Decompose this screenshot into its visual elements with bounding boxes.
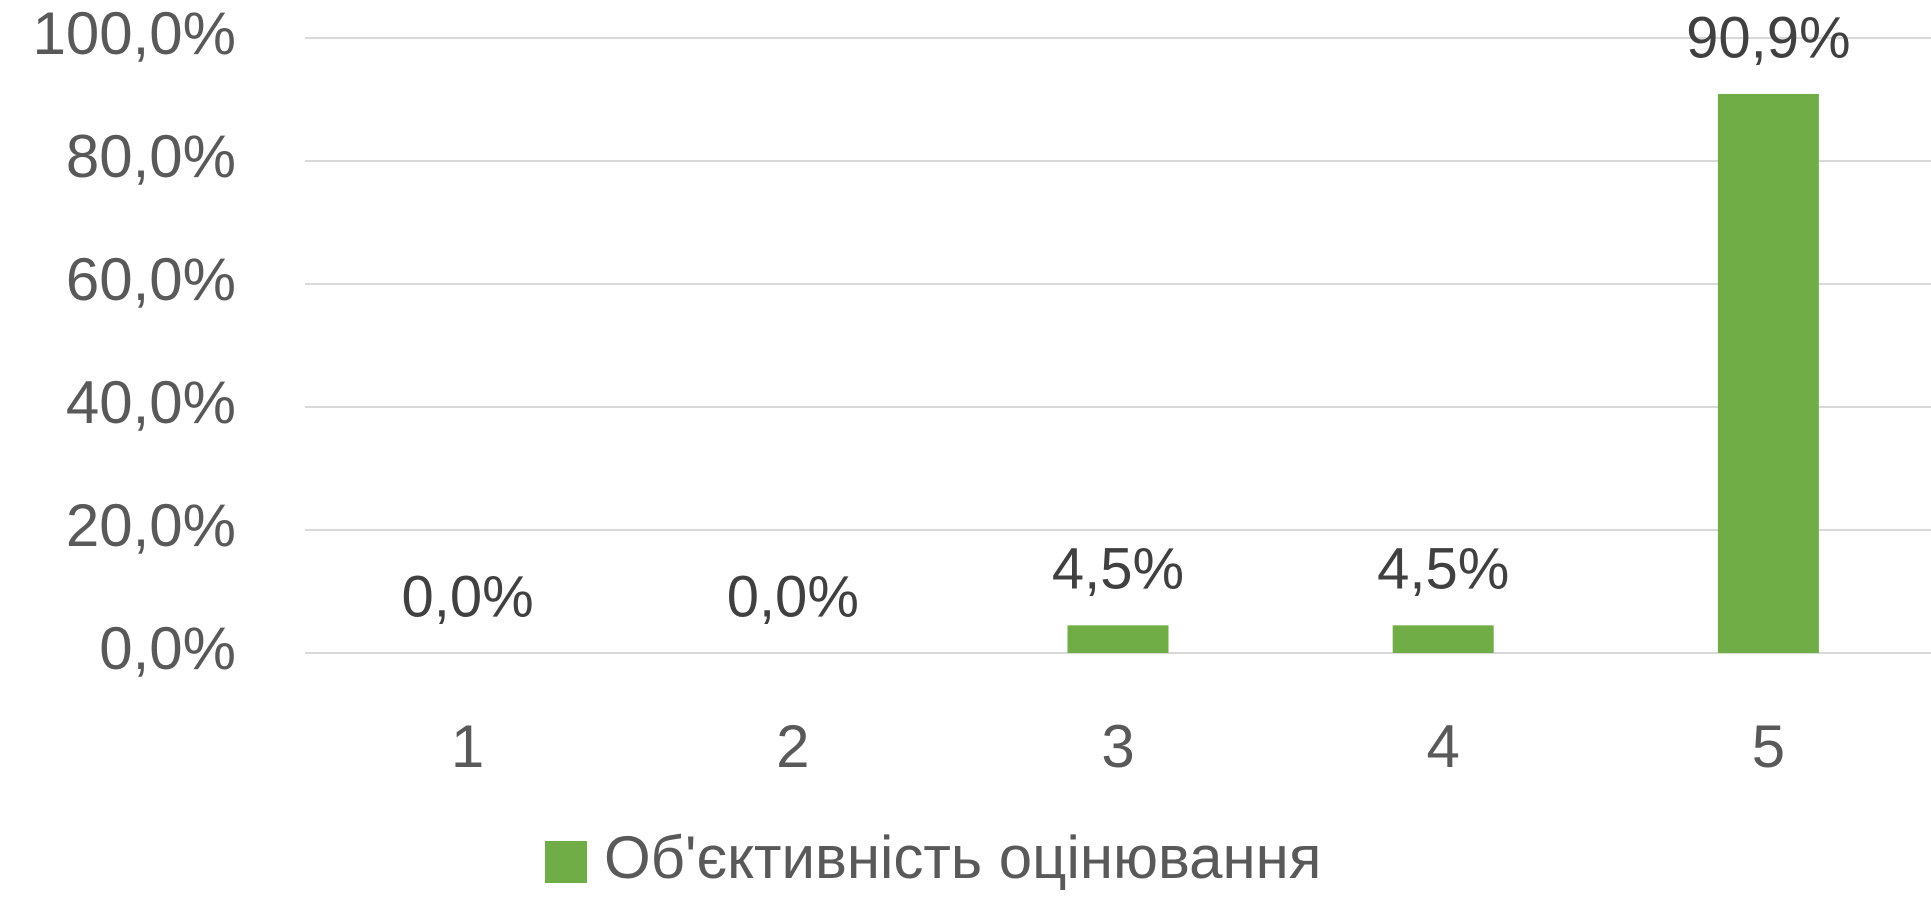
data-label: 4,5% [1052,537,1184,602]
legend-swatch [545,841,587,883]
y-tick-label: 20,0% [66,492,236,559]
data-label: 0,0% [727,564,859,629]
x-tick-label: 5 [1752,713,1785,780]
x-tick-label: 1 [451,713,484,780]
x-tick-label: 3 [1101,713,1134,780]
x-tick-label: 2 [776,713,809,780]
data-label: 4,5% [1377,537,1509,602]
bar [1717,93,1819,654]
y-tick-label: 60,0% [66,246,236,313]
y-tick-label: 0,0% [99,615,236,682]
data-label: 0,0% [401,564,533,629]
x-tick-label: 4 [1427,713,1460,780]
bar [1392,625,1494,653]
data-label: 90,9% [1686,5,1850,70]
y-tick-label: 100,0% [33,0,237,67]
y-tick-label: 40,0% [66,369,236,436]
y-tick-label: 80,0% [66,123,236,190]
bar [1067,625,1169,653]
legend-label: Об'єктивність оцінювання [604,824,1321,891]
